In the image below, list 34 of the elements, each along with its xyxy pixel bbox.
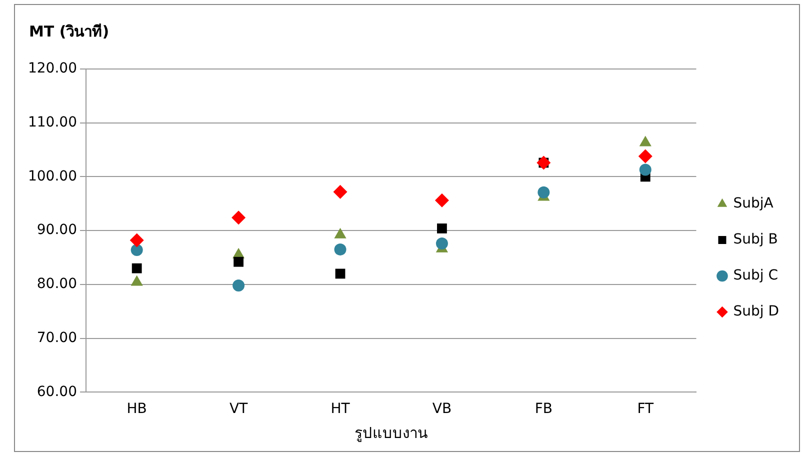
point	[436, 238, 448, 250]
point	[335, 268, 346, 279]
x-tick-label: HT	[330, 401, 350, 418]
point	[132, 263, 142, 274]
legend-label: Subj D	[733, 304, 780, 320]
y-tick-label: 110.00	[28, 114, 77, 131]
point	[232, 280, 245, 292]
x-axis-title: รูปแบบงาน	[354, 424, 428, 442]
point	[234, 256, 244, 267]
point	[130, 244, 143, 256]
y-tick-label: 80.00	[36, 276, 77, 292]
y-tick-label: 70.00	[36, 330, 77, 346]
legend-label: SubjA	[733, 196, 774, 212]
point	[333, 184, 348, 199]
point	[639, 164, 652, 176]
x-tick-label: FT	[637, 401, 654, 418]
y-tick-label: 120.00	[28, 60, 77, 77]
point	[437, 223, 447, 234]
y-axis-title: MT (วินาที)	[29, 22, 110, 40]
point	[538, 186, 550, 198]
x-tick-label: VB	[432, 401, 452, 418]
point	[232, 210, 246, 225]
point	[130, 233, 144, 248]
legend-label: Subj B	[733, 232, 778, 248]
point	[638, 149, 652, 164]
x-tick-label: FB	[534, 401, 553, 418]
point	[334, 243, 346, 256]
y-tick-label: 60.00	[36, 384, 77, 400]
x-tick-label: HB	[126, 401, 147, 418]
x-tick-label: VT	[229, 401, 248, 418]
legend-label: Subj C	[733, 268, 778, 284]
y-tick-label: 100.00	[28, 168, 77, 184]
point	[434, 193, 449, 208]
y-tick-label: 90.00	[36, 222, 77, 238]
